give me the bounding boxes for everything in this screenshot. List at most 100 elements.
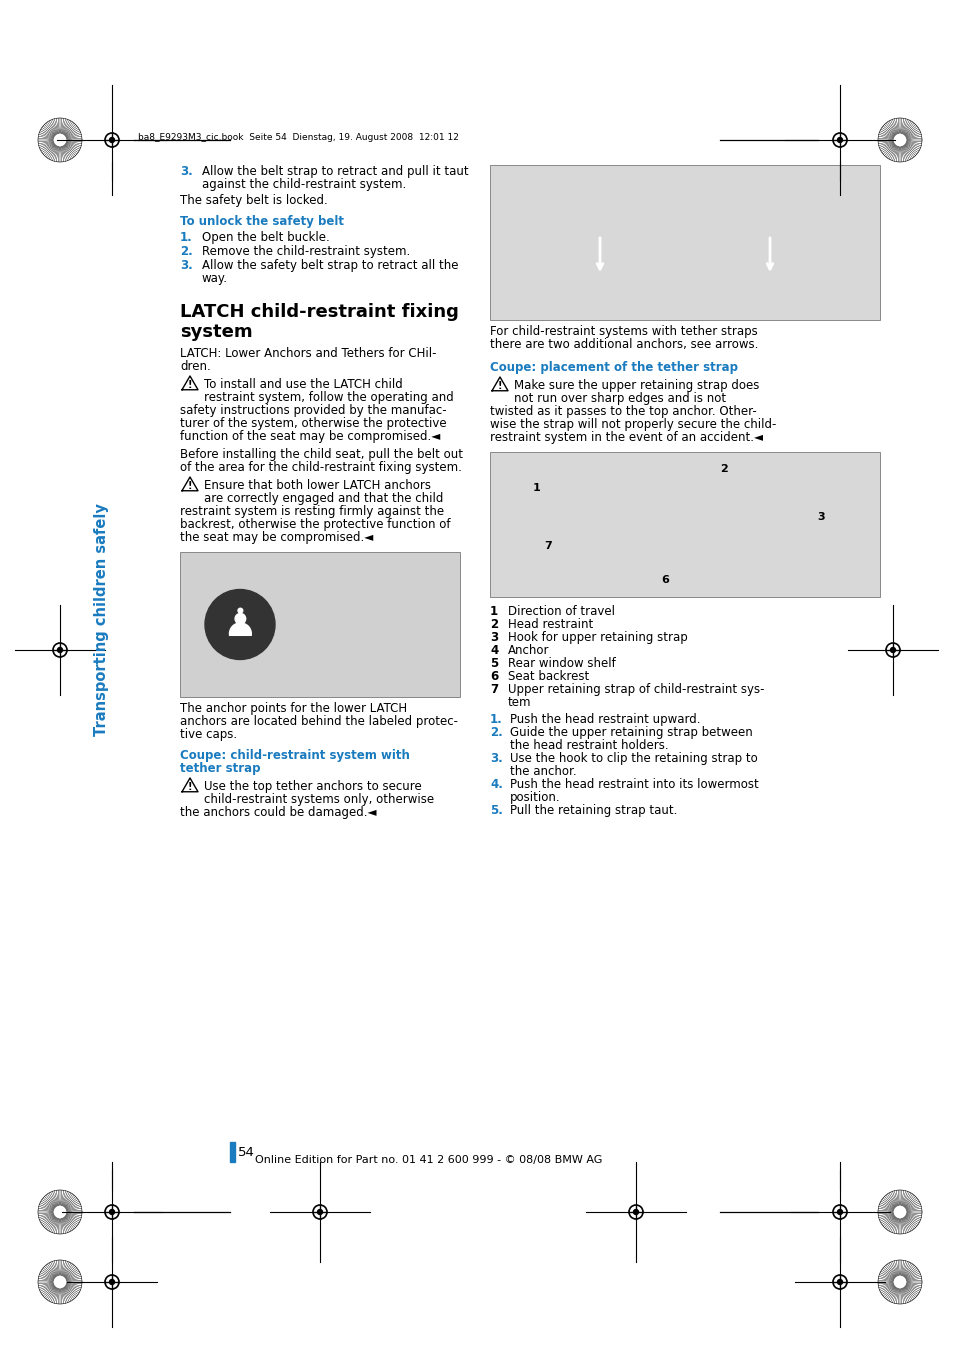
Text: Anchor: Anchor (507, 644, 549, 657)
Circle shape (317, 1210, 322, 1215)
Circle shape (837, 138, 841, 143)
Circle shape (633, 1210, 638, 1215)
Text: the anchor.: the anchor. (510, 765, 576, 778)
Text: LATCH: Lower Anchors and Tethers for CHil-: LATCH: Lower Anchors and Tethers for CHi… (180, 347, 436, 360)
Text: 1.: 1. (180, 231, 193, 244)
Bar (180, 552, 459, 697)
Text: ba8_E9293M3_cic.book  Seite 54  Dienstag, 19. August 2008  12:01 12: ba8_E9293M3_cic.book Seite 54 Dienstag, … (138, 134, 458, 143)
Text: tive caps.: tive caps. (180, 728, 237, 741)
Text: 4.: 4. (490, 778, 502, 791)
Text: Online Edition for Part no. 01 41 2 600 999 - © 08/08 BMW AG: Online Edition for Part no. 01 41 2 600 … (254, 1156, 601, 1165)
Circle shape (205, 590, 274, 660)
Circle shape (110, 138, 114, 143)
Circle shape (110, 1280, 114, 1284)
Text: restraint system, follow the operating and: restraint system, follow the operating a… (204, 392, 454, 404)
Text: Direction of travel: Direction of travel (507, 605, 615, 618)
Text: anchors are located behind the labeled protec-: anchors are located behind the labeled p… (180, 716, 457, 728)
Text: Before installing the child seat, pull the belt out: Before installing the child seat, pull t… (180, 448, 462, 460)
Circle shape (110, 1210, 114, 1215)
Text: system: system (180, 323, 253, 342)
Text: 1: 1 (533, 483, 540, 493)
Text: Rear window shelf: Rear window shelf (507, 657, 615, 670)
Text: Make sure the upper retaining strap does: Make sure the upper retaining strap does (514, 379, 759, 391)
Circle shape (889, 648, 895, 652)
Text: Use the top tether anchors to secure: Use the top tether anchors to secure (204, 780, 421, 792)
Text: turer of the system, otherwise the protective: turer of the system, otherwise the prote… (180, 417, 446, 431)
Circle shape (837, 1280, 841, 1284)
Text: 6: 6 (490, 670, 497, 683)
Text: !: ! (188, 782, 193, 792)
Text: backrest, otherwise the protective function of: backrest, otherwise the protective funct… (180, 518, 450, 531)
Text: Push the head restraint upward.: Push the head restraint upward. (510, 713, 700, 726)
Text: the anchors could be damaged.◄: the anchors could be damaged.◄ (180, 806, 376, 819)
Text: child-restraint systems only, otherwise: child-restraint systems only, otherwise (204, 792, 434, 806)
Text: 5.: 5. (490, 805, 502, 817)
Text: 2.: 2. (490, 726, 502, 738)
Text: twisted as it passes to the top anchor. Other-: twisted as it passes to the top anchor. … (490, 405, 756, 418)
Text: 3: 3 (490, 630, 497, 644)
Text: 1: 1 (490, 605, 497, 618)
Text: Upper retaining strap of child-restraint sys-: Upper retaining strap of child-restraint… (507, 683, 763, 697)
Text: 54: 54 (237, 1146, 254, 1158)
Text: Allow the safety belt strap to retract all the: Allow the safety belt strap to retract a… (202, 259, 458, 271)
Text: To install and use the LATCH child: To install and use the LATCH child (204, 378, 402, 392)
Text: To unlock the safety belt: To unlock the safety belt (180, 215, 344, 228)
Text: Transporting children safely: Transporting children safely (94, 504, 110, 737)
Bar (230, 1142, 234, 1162)
Text: 3: 3 (817, 512, 824, 522)
Text: Pull the retaining strap taut.: Pull the retaining strap taut. (510, 805, 677, 817)
Text: 4: 4 (490, 644, 497, 657)
Text: 2.: 2. (180, 244, 193, 258)
Text: tem: tem (507, 697, 531, 709)
Text: Push the head restraint into its lowermost: Push the head restraint into its lowermo… (510, 778, 758, 791)
Text: function of the seat may be compromised.◄: function of the seat may be compromised.… (180, 431, 439, 443)
Text: Open the belt buckle.: Open the belt buckle. (202, 231, 330, 244)
Text: Coupe: child-restraint system with: Coupe: child-restraint system with (180, 749, 410, 761)
Text: LATCH child-restraint fixing: LATCH child-restraint fixing (180, 302, 458, 321)
Text: dren.: dren. (180, 360, 211, 373)
Text: Ensure that both lower LATCH anchors: Ensure that both lower LATCH anchors (204, 479, 431, 491)
Text: Use the hook to clip the retaining strap to: Use the hook to clip the retaining strap… (510, 752, 757, 765)
Text: wise the strap will not properly secure the child-: wise the strap will not properly secure … (490, 418, 776, 431)
Text: are correctly engaged and that the child: are correctly engaged and that the child (204, 491, 443, 505)
Text: of the area for the child-restraint fixing system.: of the area for the child-restraint fixi… (180, 460, 461, 474)
Text: Remove the child-restraint system.: Remove the child-restraint system. (202, 244, 410, 258)
Text: ♟: ♟ (222, 606, 257, 644)
Text: 2: 2 (720, 464, 727, 474)
Text: !: ! (188, 482, 193, 491)
Text: not run over sharp edges and is not: not run over sharp edges and is not (514, 392, 725, 405)
Text: 3.: 3. (180, 165, 193, 178)
Text: Head restraint: Head restraint (507, 618, 593, 630)
Text: !: ! (497, 381, 501, 392)
Text: Seat backrest: Seat backrest (507, 670, 589, 683)
Text: safety instructions provided by the manufac-: safety instructions provided by the manu… (180, 404, 446, 417)
Text: 6: 6 (660, 575, 669, 585)
Text: Coupe: placement of the tether strap: Coupe: placement of the tether strap (490, 360, 738, 374)
Text: position.: position. (510, 791, 560, 805)
Text: the seat may be compromised.◄: the seat may be compromised.◄ (180, 531, 373, 544)
Text: Guide the upper retaining strap between: Guide the upper retaining strap between (510, 726, 752, 738)
Circle shape (837, 1210, 841, 1215)
Bar (490, 165, 879, 320)
Text: For child-restraint systems with tether straps: For child-restraint systems with tether … (490, 325, 757, 338)
Bar (490, 452, 879, 597)
Text: the head restraint holders.: the head restraint holders. (510, 738, 668, 752)
Text: !: ! (188, 381, 193, 390)
Text: against the child-restraint system.: against the child-restraint system. (202, 178, 406, 190)
Text: 7: 7 (490, 683, 497, 697)
Text: restraint system is resting firmly against the: restraint system is resting firmly again… (180, 505, 444, 518)
Text: Hook for upper retaining strap: Hook for upper retaining strap (507, 630, 687, 644)
Text: way.: way. (202, 271, 228, 285)
Text: there are two additional anchors, see arrows.: there are two additional anchors, see ar… (490, 338, 758, 351)
Text: 3.: 3. (490, 752, 502, 765)
Text: 1.: 1. (490, 713, 502, 726)
Text: 7: 7 (544, 541, 552, 551)
Text: 3.: 3. (180, 259, 193, 271)
Text: The anchor points for the lower LATCH: The anchor points for the lower LATCH (180, 702, 407, 716)
Text: 5: 5 (490, 657, 497, 670)
Text: Allow the belt strap to retract and pull it taut: Allow the belt strap to retract and pull… (202, 165, 468, 178)
Text: tether strap: tether strap (180, 761, 260, 775)
Circle shape (57, 648, 63, 652)
Text: restraint system in the event of an accident.◄: restraint system in the event of an acci… (490, 431, 762, 444)
Text: The safety belt is locked.: The safety belt is locked. (180, 194, 328, 207)
